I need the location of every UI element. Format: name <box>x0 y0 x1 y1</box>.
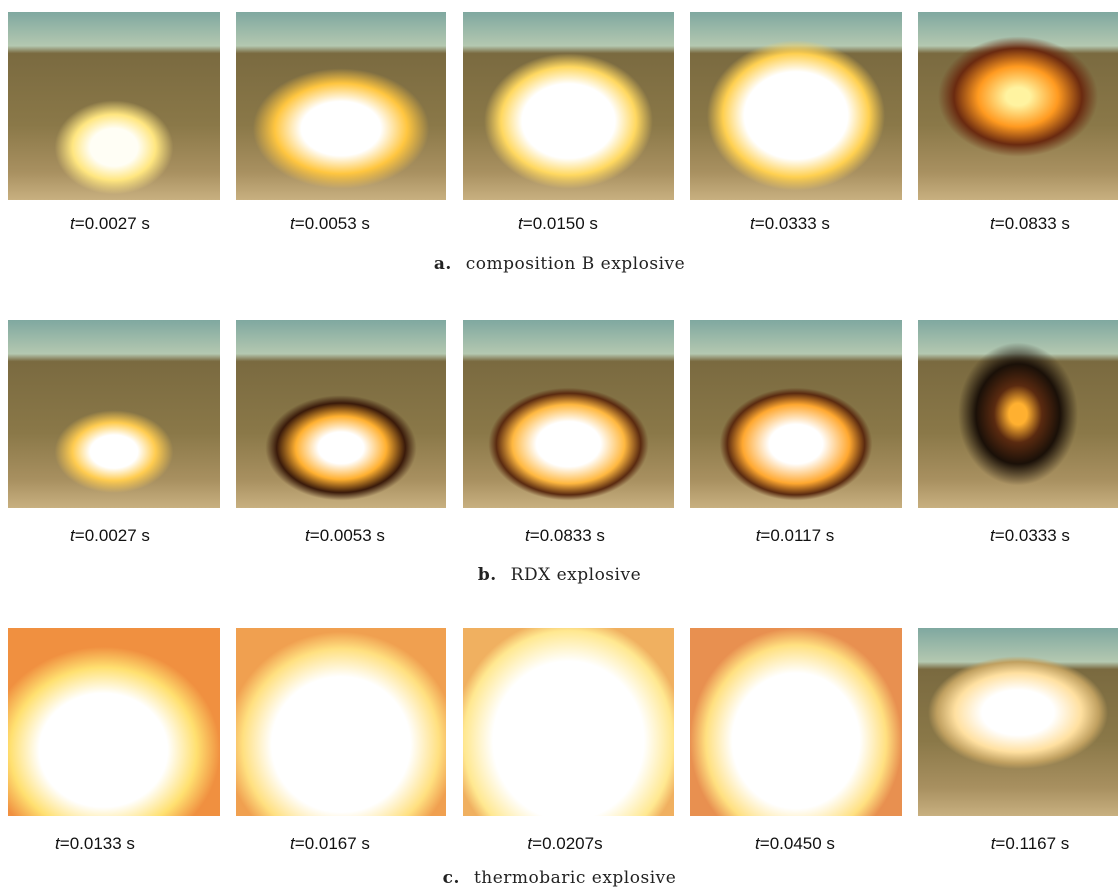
time-value: =0.0833 s <box>530 526 605 545</box>
explosion-photo <box>463 628 674 816</box>
time-label: t=0.0150 s <box>518 214 598 234</box>
explosion-photo <box>8 12 220 200</box>
panel-caption: c. thermobaric explosive <box>0 868 1119 888</box>
time-label: t=0.0833 s <box>990 214 1070 234</box>
time-label: t=0.0333 s <box>750 214 830 234</box>
time-value: =0.0027 s <box>75 214 150 233</box>
time-value: =0.0053 s <box>295 214 370 233</box>
time-label: t=0.1167 s <box>991 834 1070 854</box>
time-value: =0.0133 s <box>60 834 135 853</box>
explosion-photo <box>8 320 220 508</box>
explosion-photo <box>236 12 446 200</box>
time-value: =0.0150 s <box>523 214 598 233</box>
time-value: =0.0053 s <box>310 526 385 545</box>
explosion-photo <box>236 320 446 508</box>
explosion-photo <box>8 628 220 816</box>
explosion-photo <box>690 12 902 200</box>
explosion-photo <box>463 320 674 508</box>
panel-label: a. <box>434 254 452 274</box>
panel-caption-text: thermobaric explosive <box>474 868 676 888</box>
panel-caption: a. composition B explosive <box>0 254 1119 274</box>
time-value: =0.0833 s <box>995 214 1070 233</box>
time-value: =0.0117 s <box>760 526 834 545</box>
time-label: t=0.0207s <box>527 834 602 854</box>
time-value: =0.0207s <box>532 834 602 853</box>
time-label: t=0.0053 s <box>290 214 370 234</box>
time-value: =0.0450 s <box>760 834 835 853</box>
time-label: t=0.0133 s <box>55 834 135 854</box>
time-label: t=0.0333 s <box>990 526 1070 546</box>
explosion-photo <box>236 628 446 816</box>
panel-caption-text: composition B explosive <box>466 254 685 274</box>
explosion-photo <box>918 320 1118 508</box>
panel-caption: b. RDX explosive <box>0 565 1119 585</box>
time-value: =0.0333 s <box>995 526 1070 545</box>
figure: t=0.0027 s t=0.0053 s t=0.0150 s t=0.0333 s… <box>0 0 1119 888</box>
time-label: t=0.0167 s <box>290 834 370 854</box>
time-value: =0.0333 s <box>755 214 830 233</box>
time-label: t=0.0053 s <box>305 526 385 546</box>
explosion-photo <box>690 628 902 816</box>
time-label: t=0.0833 s <box>525 526 605 546</box>
explosion-photo <box>918 12 1118 200</box>
time-label: t=0.0117 s <box>756 526 835 546</box>
time-label: t=0.0027 s <box>70 526 150 546</box>
time-label: t=0.0450 s <box>755 834 835 854</box>
time-value: =0.1167 s <box>995 834 1069 853</box>
time-value: =0.0027 s <box>75 526 150 545</box>
time-value: =0.0167 s <box>295 834 370 853</box>
time-label: t=0.0027 s <box>70 214 150 234</box>
panel-caption-text: RDX explosive <box>511 565 641 585</box>
explosion-photo <box>918 628 1118 816</box>
explosion-photo <box>690 320 902 508</box>
explosion-photo <box>463 12 674 200</box>
panel-label: c. <box>443 868 460 888</box>
panel-label: b. <box>478 565 497 585</box>
